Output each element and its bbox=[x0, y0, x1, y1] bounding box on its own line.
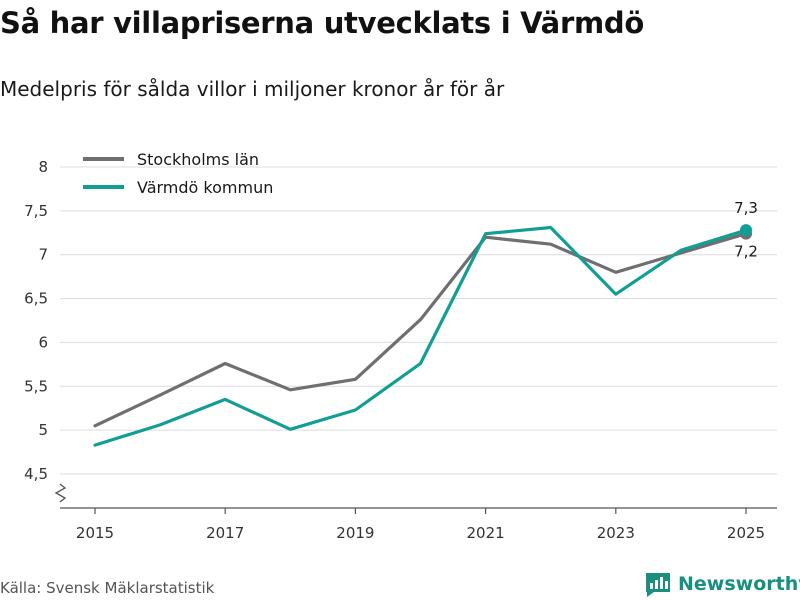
chart-title: Så har villapriserna utvecklats i Värmdö bbox=[0, 6, 644, 40]
end-label-stockholm: 7,2 bbox=[734, 243, 758, 261]
x-tick-label: 2019 bbox=[336, 524, 374, 542]
chart-subtitle: Medelpris för sålda villor i miljoner kr… bbox=[0, 77, 505, 101]
source-note: Källa: Svensk Mäklarstatistik bbox=[0, 579, 215, 597]
brand-name: Newsworthy bbox=[678, 573, 800, 595]
x-tick-label: 2021 bbox=[467, 524, 505, 542]
y-tick-label: 8 bbox=[38, 158, 48, 176]
x-tick-label: 2023 bbox=[597, 524, 635, 542]
y-tick-label: 7 bbox=[38, 246, 48, 264]
x-tick-label: 2015 bbox=[76, 524, 114, 542]
y-tick-label: 5 bbox=[38, 421, 48, 439]
line-chart: 4,5 5 5,5 6 6,5 7 7,5 8 2015 2017 2019 2021 2023 2025… bbox=[24, 150, 777, 542]
y-tick-label: 7,5 bbox=[24, 202, 48, 220]
y-tick-label: 6,5 bbox=[24, 290, 48, 308]
x-tick-label: 2017 bbox=[206, 524, 244, 542]
end-label-varmdo: 7,3 bbox=[734, 199, 758, 217]
series-line-stockholm bbox=[93, 232, 748, 428]
axis-break-icon bbox=[54, 483, 67, 503]
series-line-varmdo bbox=[93, 225, 748, 447]
x-tick-label: 2025 bbox=[727, 524, 765, 542]
y-tick-label: 5,5 bbox=[24, 377, 48, 395]
legend-label-stockholm: Stockholms län bbox=[137, 150, 259, 169]
y-tick-label: 4,5 bbox=[24, 465, 48, 483]
brand-logo: Newsworthy bbox=[645, 570, 800, 598]
data-point-varmdo bbox=[740, 224, 752, 237]
legend-label-varmdo: Värmdö kommun bbox=[137, 178, 273, 197]
newsworthy-logo-icon bbox=[646, 573, 670, 597]
y-tick-label: 6 bbox=[38, 333, 48, 351]
